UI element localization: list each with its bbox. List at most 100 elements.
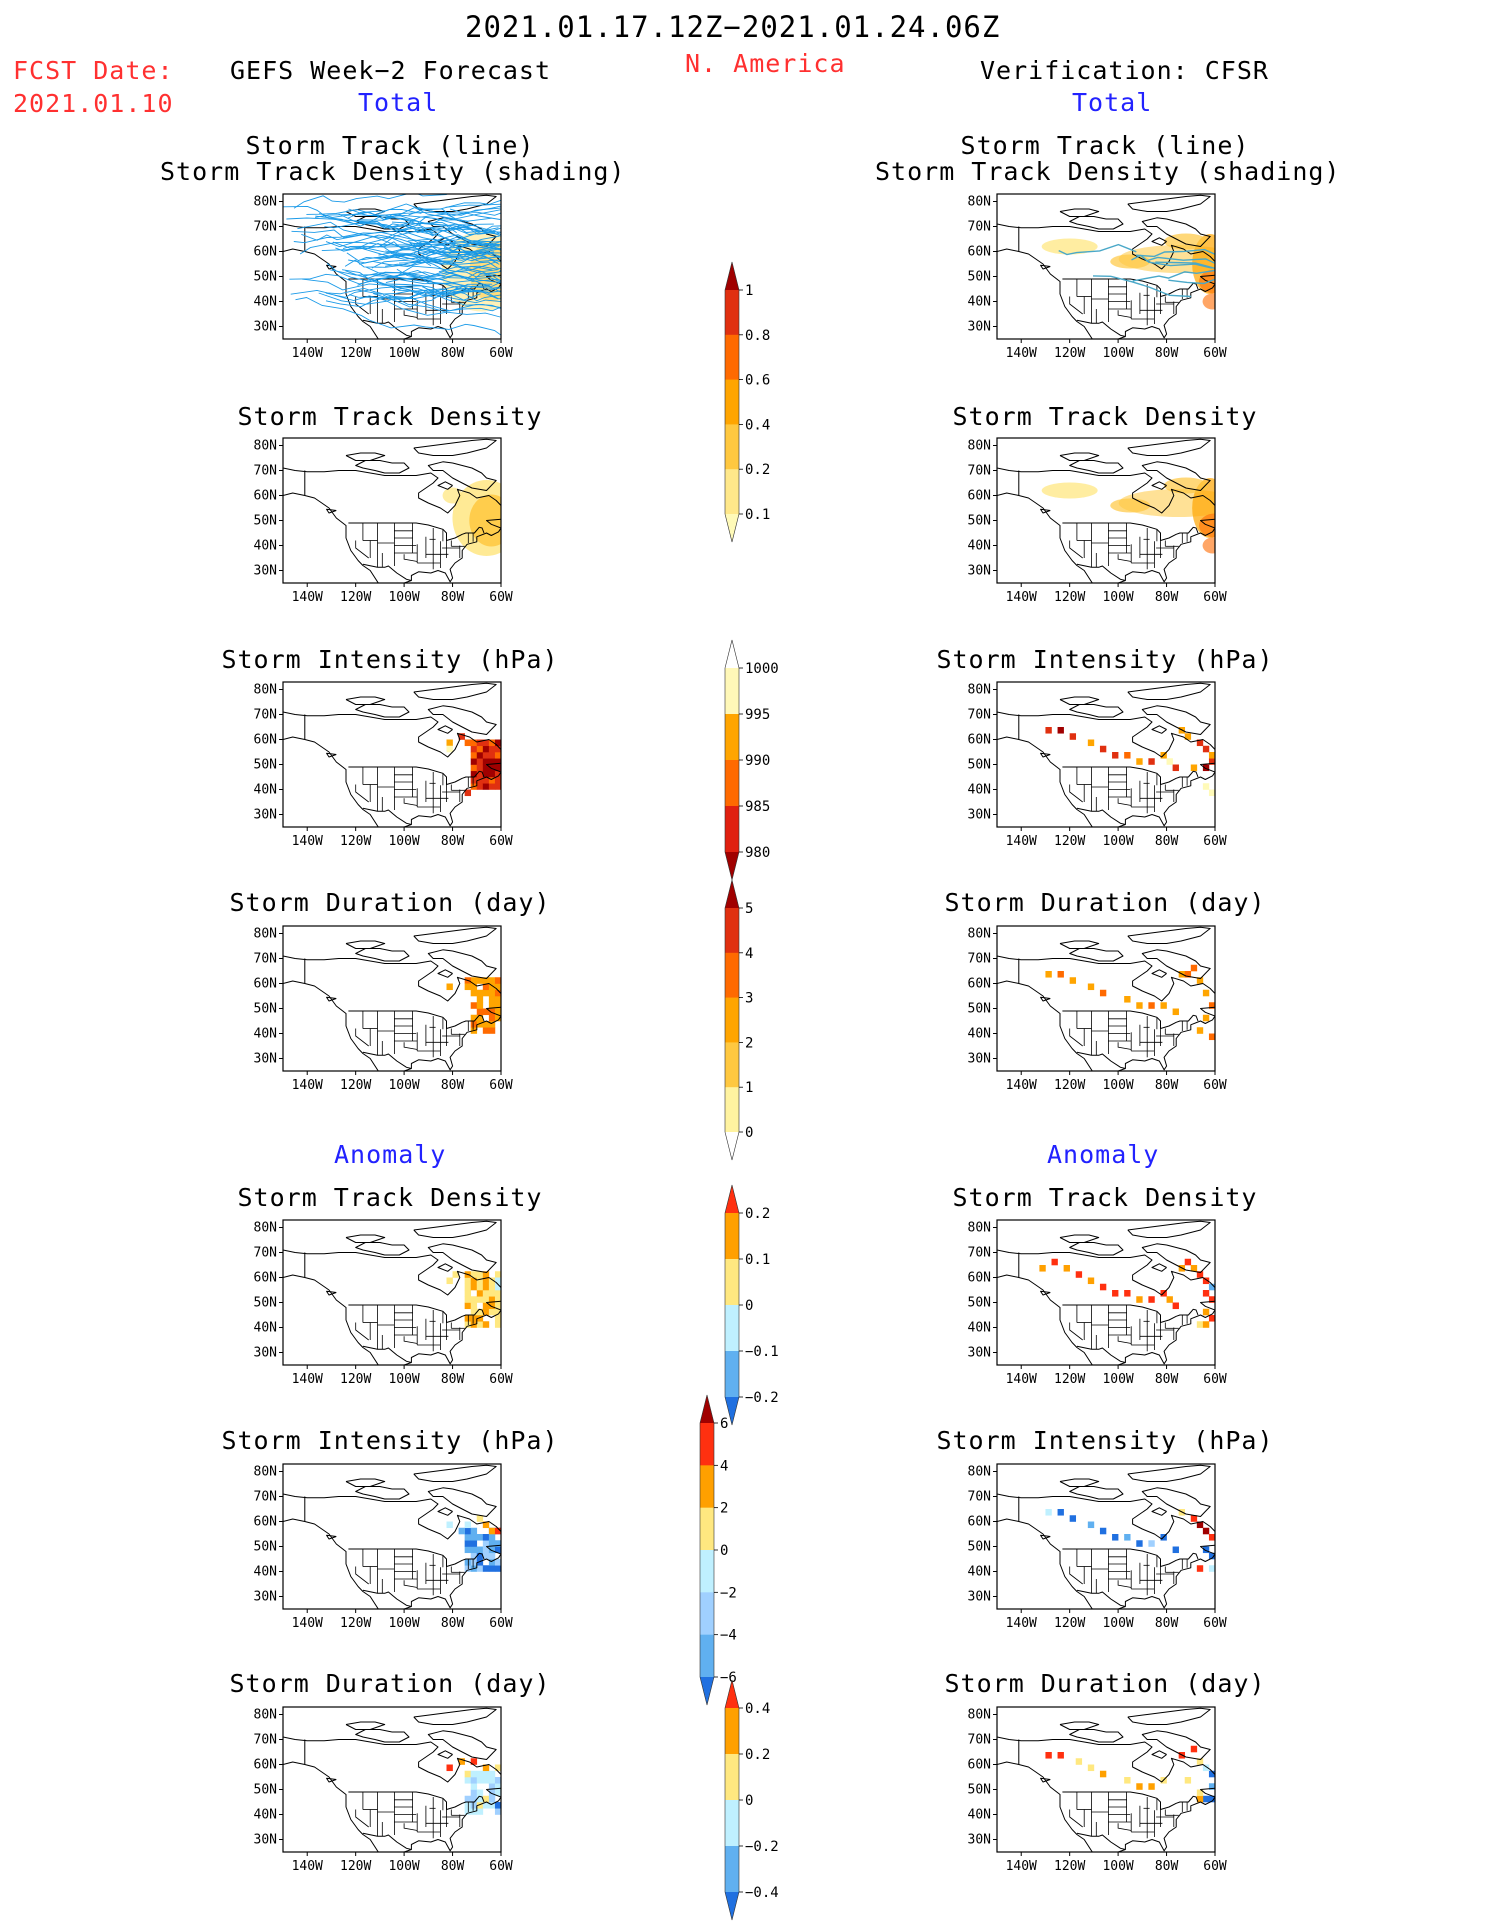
verif-intensity-title: Storm Intensity (hPa) [936,645,1274,674]
grid-cell [1202,764,1210,772]
lon-label: 80W [1155,1616,1179,1631]
grid-cell [1202,1277,1210,1285]
lon-label: 80W [441,590,465,605]
colorbar-segment [700,1550,714,1593]
island-outline [437,1750,453,1759]
island-outline [1141,1487,1211,1517]
grid-cell [482,1296,490,1303]
lon-label: 60W [489,1616,513,1631]
grid-cell [476,1021,484,1028]
map-verif-duration: 80N 70N 60N 50N 40N 30N 140W 120W 100W 80W 60W [968,925,1227,1093]
grid-cell [470,1559,478,1566]
grid-cell [1202,1308,1210,1316]
grid-cell [1208,758,1215,765]
colorbar-segment [725,469,739,515]
storm-track [399,271,501,293]
lat-label: 40N [968,1321,991,1336]
island-outline [1151,481,1167,490]
lat-label: 30N [968,1346,991,1361]
island-outline [1151,725,1167,734]
lon-label: 120W [1054,1372,1085,1387]
map-fcst-duration-anom: 80N 70N 60N 50N 40N 30N 140W 120W 100W 80W 60W [254,1706,513,1874]
grid-cell [494,1808,501,1815]
island-outline [1059,696,1100,705]
grid-cell [1069,1515,1077,1522]
grid-cell [470,1546,478,1554]
lat-label: 30N [254,1590,277,1605]
lon-label: 120W [1054,1859,1085,1874]
grid-cell [488,758,496,765]
grid-cell [1172,1546,1179,1554]
grid-cell [476,1315,484,1322]
lat-label: 50N [968,514,991,529]
lat-label: 60N [254,1271,277,1286]
colorbar-segment [700,1465,714,1509]
verif-track-title-1: Storm Track (line) [960,131,1250,160]
colorbar-label: 985 [745,799,770,815]
state-border [355,1566,369,1585]
country-border [1062,1304,1199,1323]
state-border [1117,554,1132,562]
grid-cell [1166,1296,1173,1303]
lon-label: 80W [441,1859,465,1874]
lon-label: 100W [388,590,419,605]
lat-label: 60N [968,977,991,992]
island-outline [1217,1299,1232,1310]
lon-label: 140W [1006,1372,1037,1387]
grid-cell [1215,777,1221,784]
grid-cell [1208,1033,1215,1041]
island-outline [1069,704,1124,718]
grid-cell [1136,1002,1143,1009]
lat-label: 30N [254,1346,277,1361]
lat-label: 30N [968,320,991,335]
lat-label: 70N [968,708,991,723]
island-outline [326,996,337,1002]
grid-cell [470,1271,478,1278]
grid-cell [482,752,490,759]
grid-cell [1124,1777,1131,1784]
lat-label: 80N [968,1221,991,1236]
map-content [997,194,1215,339]
lon-label: 60W [489,1078,513,1093]
storm-track [367,271,501,282]
country-border [1062,1010,1199,1029]
island-outline [326,1290,337,1296]
lon-label: 100W [388,1859,419,1874]
lon-label: 120W [340,590,371,605]
grid-cell [494,739,501,747]
lon-label: 100W [388,1372,419,1387]
colorbar-label: 0.4 [745,1701,770,1717]
lat-label: 80N [254,1465,277,1480]
grid-cell [1196,739,1204,747]
grid-cell [470,1315,478,1322]
grid-cell [1136,1540,1143,1547]
colorbar-density-anom: 0.2 0.1 0 −0.1 −0.2 [724,1184,779,1426]
grid-cell [1051,1258,1058,1266]
grid-cell [476,1795,484,1803]
island-outline [1069,1242,1124,1256]
grid-cell [446,1764,453,1772]
lon-label: 80W [441,346,465,361]
grid-cell [488,777,496,784]
grid-cell [488,1565,496,1572]
island-outline [1127,438,1211,456]
grid-cell [470,1783,478,1790]
lat-label: 60N [254,245,277,260]
island-outline [326,1777,337,1783]
lat-label: 30N [254,1052,277,1067]
grid-cell [482,1552,490,1560]
storm-track [295,297,501,336]
lon-label: 140W [292,1859,323,1874]
grid-cell [482,1321,490,1328]
storm-track [325,281,501,298]
colorbar-label: 1 [745,1080,753,1096]
lon-label: 60W [1203,1372,1227,1387]
island-outline [427,705,497,735]
grid-cell [1196,1795,1204,1803]
grid-cell [476,1515,484,1522]
grid-cell [476,758,484,765]
grid-cell [476,977,484,984]
colorbar-segment [725,1708,739,1755]
grid-cell [1099,1283,1107,1291]
storm-track [325,295,501,312]
